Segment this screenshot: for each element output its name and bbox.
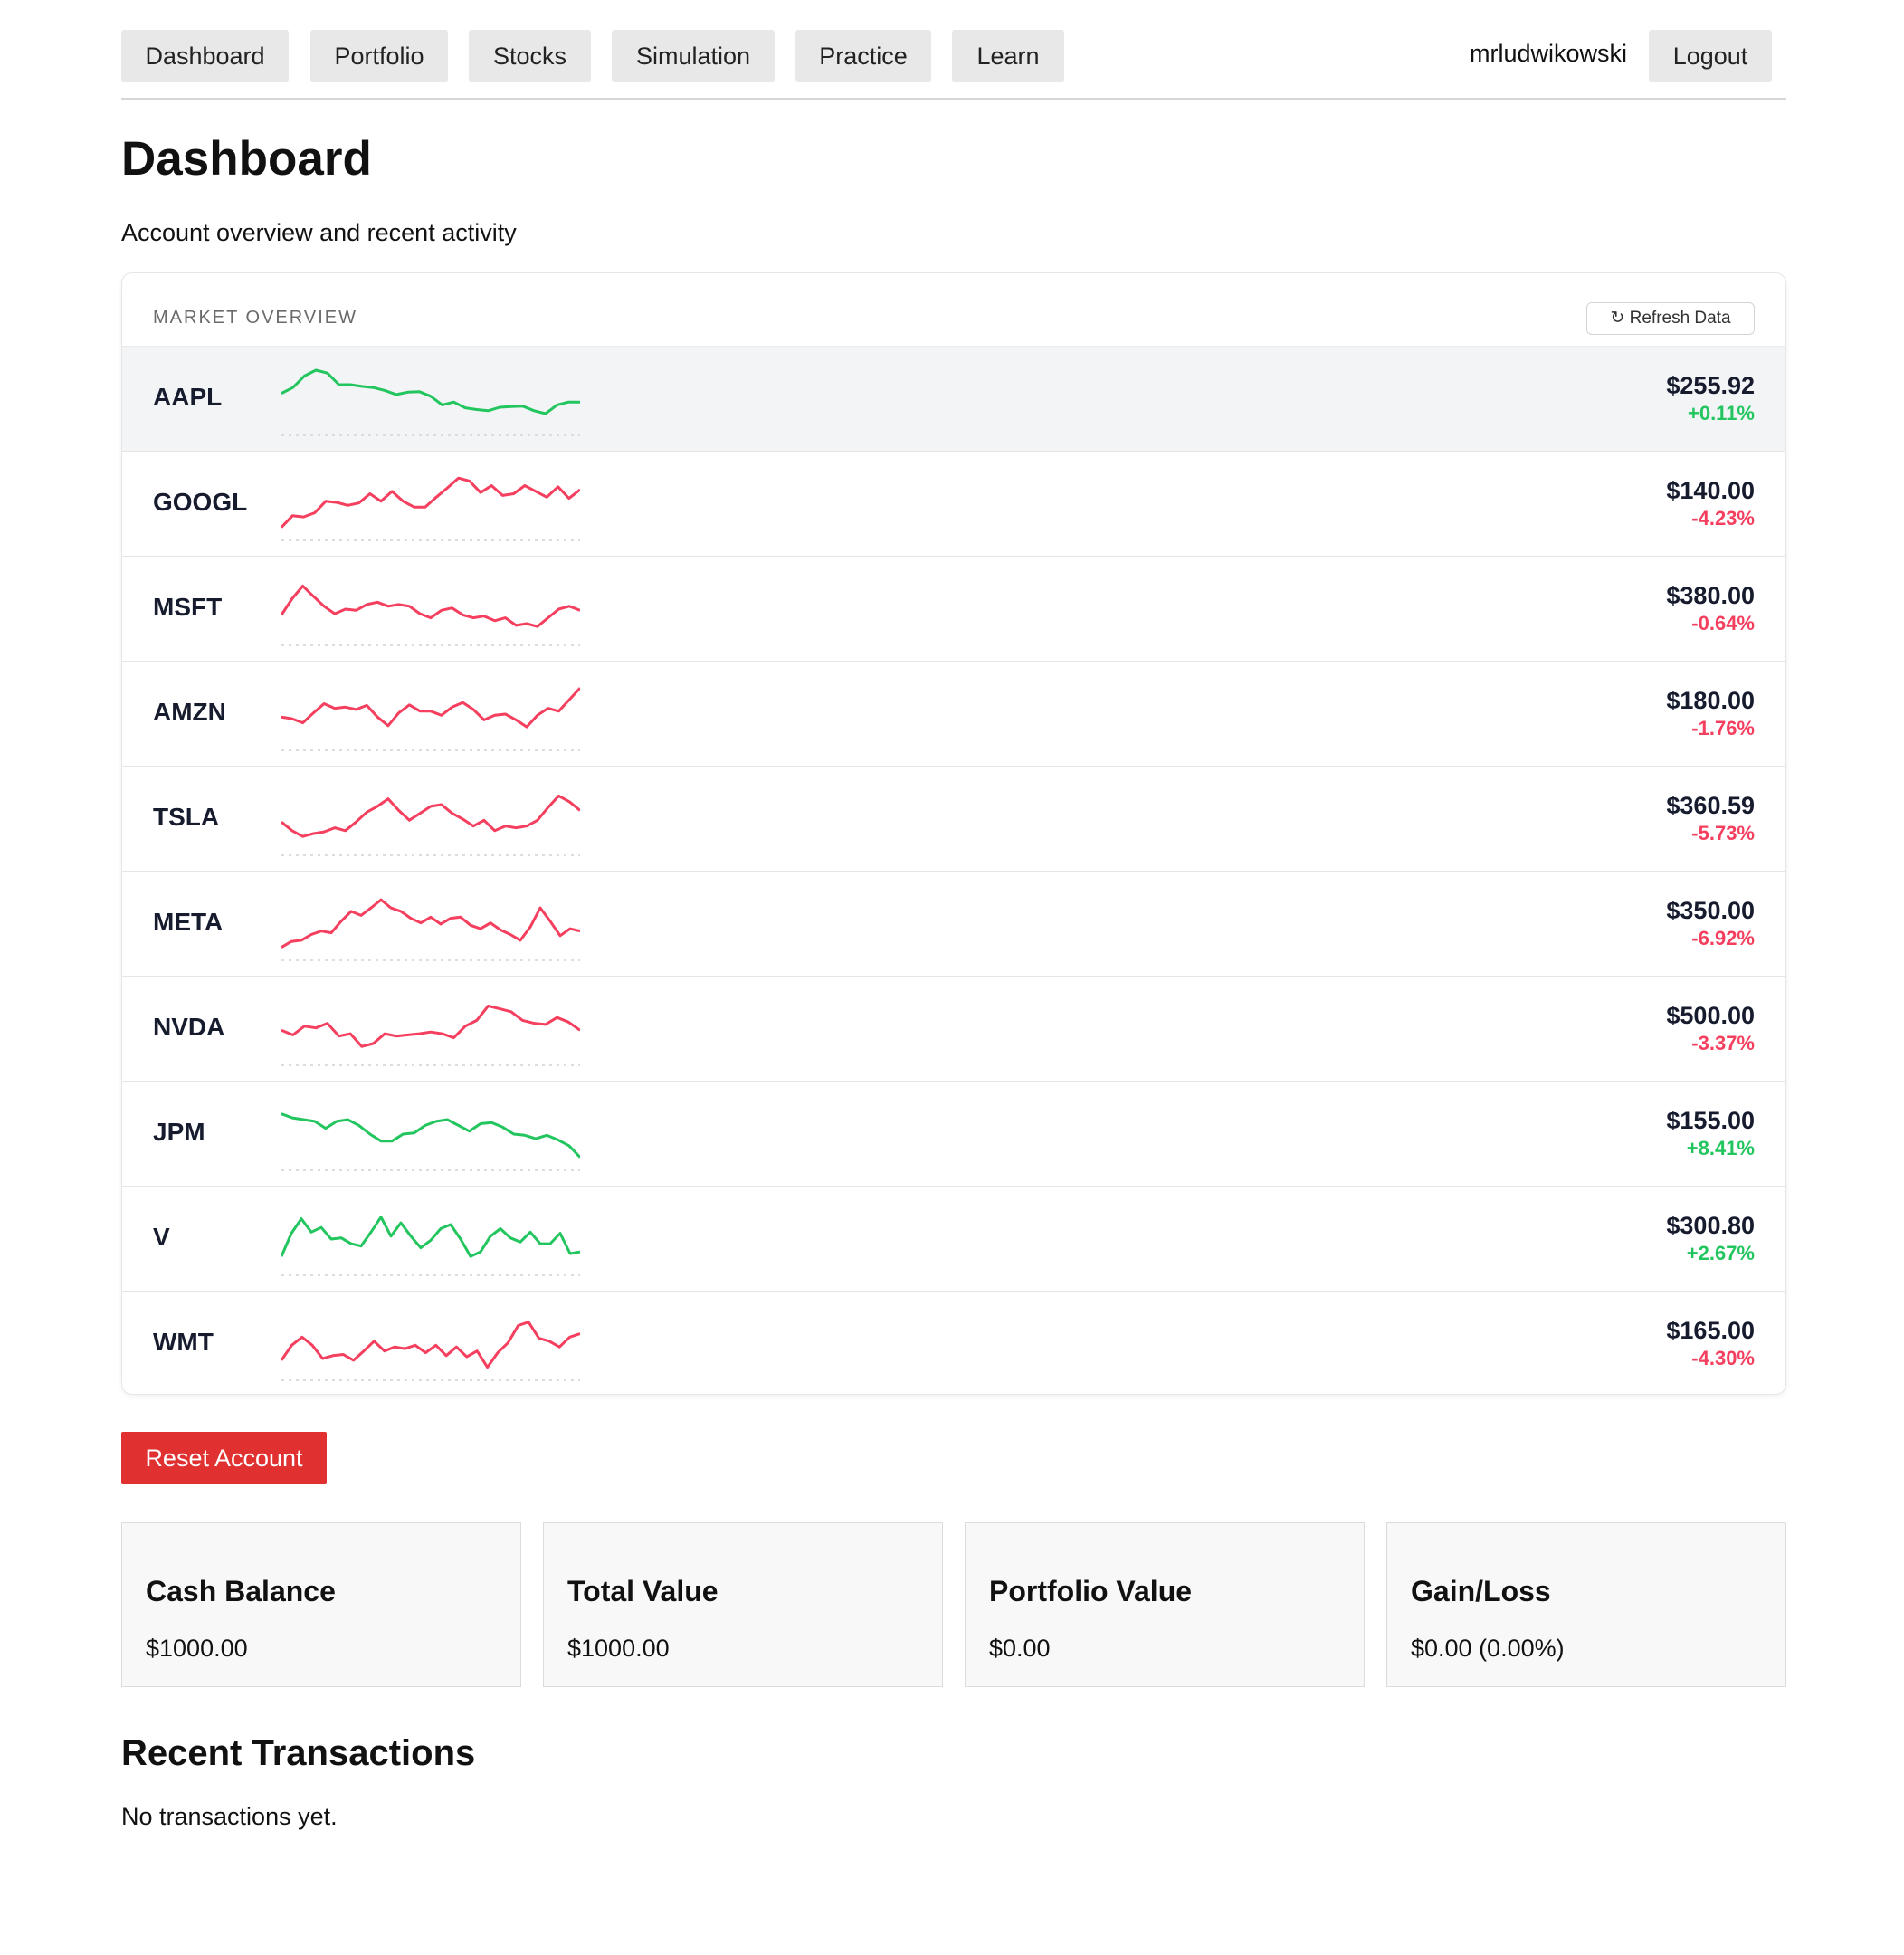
stock-symbol: GOOGL <box>153 488 248 516</box>
stock-row-googl[interactable]: GOOGL $140.00 -4.23% <box>122 452 1785 557</box>
nav-stocks-button[interactable]: Stocks <box>469 30 591 82</box>
stock-change: -6.92% <box>1691 927 1755 949</box>
nav-learn-button[interactable]: Learn <box>952 30 1064 82</box>
sparkline-chart <box>281 1004 580 1066</box>
page-subtitle: Account overview and recent activity <box>121 219 517 246</box>
stock-change: +2.67% <box>1686 1242 1755 1264</box>
sparkline-chart <box>281 476 580 541</box>
stock-price: $300.80 <box>1666 1212 1755 1239</box>
stock-symbol: TSLA <box>153 803 220 831</box>
stock-change: -3.37% <box>1691 1032 1755 1054</box>
stock-price: $140.00 <box>1666 477 1755 504</box>
card-title: Cash Balance <box>146 1575 336 1607</box>
sparkline-line <box>281 1216 580 1258</box>
stock-row-nvda[interactable]: NVDA $500.00 -3.37% <box>122 977 1785 1082</box>
gain-loss-card: Gain/Loss $0.00 (0.00%) <box>1386 1522 1786 1687</box>
stock-change: +0.11% <box>1687 402 1755 424</box>
stock-row-meta[interactable]: META $350.00 -6.92% <box>122 872 1785 977</box>
nav-dashboard-button[interactable]: Dashboard <box>121 30 289 82</box>
nav-simulation-button[interactable]: Simulation <box>612 30 775 82</box>
no-transactions-text: No transactions yet. <box>121 1803 338 1830</box>
sparkline-line <box>281 476 580 529</box>
sparkline-chart <box>281 1112 580 1171</box>
stock-row-aapl[interactable]: AAPL $255.92 +0.11% <box>122 347 1785 452</box>
stock-price: $500.00 <box>1666 1002 1755 1029</box>
recent-transactions-title: Recent Transactions <box>121 1733 476 1773</box>
stock-symbol: NVDA <box>153 1013 225 1041</box>
stock-row-wmt[interactable]: WMT $165.00 -4.30% <box>122 1292 1785 1394</box>
sparkline-line <box>281 1321 580 1369</box>
stock-price: $165.00 <box>1666 1317 1755 1344</box>
sparkline-chart <box>281 368 580 436</box>
card-value: $0.00 (0.00%) <box>1411 1635 1565 1662</box>
market-overview-header: MARKET OVERVIEW ↻ Refresh Data <box>122 273 1785 347</box>
sparkline-line <box>281 1004 580 1048</box>
stock-symbol: MSFT <box>153 593 223 621</box>
sparkline-line <box>281 1112 580 1159</box>
page: Dashboard Portfolio Stocks Simulation Pr… <box>121 0 1786 1830</box>
stock-change: +8.41% <box>1686 1137 1755 1159</box>
stock-row-v[interactable]: V $300.80 +2.67% <box>122 1187 1785 1292</box>
stock-price: $180.00 <box>1666 687 1755 714</box>
stock-symbol: WMT <box>153 1328 214 1356</box>
stock-change: -4.23% <box>1691 507 1755 529</box>
market-overview-card: MARKET OVERVIEW ↻ Refresh Data AAPL $255.… <box>121 272 1786 1395</box>
total-value-card: Total Value $1000.00 <box>543 1522 943 1687</box>
sparkline-chart <box>281 687 580 751</box>
page-title: Dashboard <box>121 132 372 186</box>
stock-change: -1.76% <box>1691 717 1755 739</box>
nav-practice-button[interactable]: Practice <box>795 30 931 82</box>
card-value: $1000.00 <box>146 1635 248 1662</box>
sparkline-chart <box>281 584 580 646</box>
stock-list: AAPL $255.92 +0.11% GOOGL $140.00 -4.23% MSFT $… <box>122 347 1785 1394</box>
stock-row-jpm[interactable]: JPM $155.00 +8.41% <box>122 1082 1785 1187</box>
top-nav: Dashboard Portfolio Stocks Simulation Pr… <box>121 0 1786 100</box>
stock-symbol: AMZN <box>153 698 226 726</box>
card-value: $1000.00 <box>567 1635 670 1662</box>
card-title: Gain/Loss <box>1411 1575 1551 1607</box>
stock-price: $155.00 <box>1666 1107 1755 1134</box>
stock-symbol: V <box>153 1223 170 1251</box>
stock-symbol: META <box>153 908 224 936</box>
nav-portfolio-button[interactable]: Portfolio <box>310 30 448 82</box>
sparkline-chart <box>281 1216 580 1276</box>
reset-account-button[interactable]: Reset Account <box>121 1432 327 1484</box>
portfolio-value-card: Portfolio Value $0.00 <box>965 1522 1365 1687</box>
sparkline-chart <box>281 898 580 961</box>
stock-row-amzn[interactable]: AMZN $180.00 -1.76% <box>122 662 1785 767</box>
stock-row-tsla[interactable]: TSLA $360.59 -5.73% <box>122 767 1785 872</box>
sparkline-line <box>281 584 580 628</box>
sparkline-line <box>281 368 580 415</box>
stock-price: $350.00 <box>1666 897 1755 924</box>
stock-change: -5.73% <box>1691 822 1755 844</box>
card-title: Portfolio Value <box>989 1575 1193 1607</box>
sparkline-line <box>281 898 580 949</box>
stock-symbol: AAPL <box>153 383 223 411</box>
market-overview-label: MARKET OVERVIEW <box>153 308 357 328</box>
sparkline-chart <box>281 1321 580 1381</box>
cash-balance-card: Cash Balance $1000.00 <box>121 1522 521 1687</box>
stock-price: $380.00 <box>1666 582 1755 609</box>
stock-symbol: JPM <box>153 1118 205 1146</box>
stock-price: $255.92 <box>1666 372 1755 399</box>
stock-change: -0.64% <box>1691 612 1755 634</box>
summary-cards: Cash Balance $1000.00 Total Value $1000.… <box>121 1522 1786 1687</box>
username: mrludwikowski <box>1469 40 1627 67</box>
stock-row-msft[interactable]: MSFT $380.00 -0.64% <box>122 557 1785 662</box>
card-title: Total Value <box>567 1575 719 1607</box>
card-value: $0.00 <box>989 1635 1051 1662</box>
stock-change: -4.30% <box>1691 1347 1755 1369</box>
logout-button[interactable]: Logout <box>1649 30 1772 82</box>
sparkline-line <box>281 687 580 729</box>
stock-price: $360.59 <box>1666 792 1755 819</box>
sparkline-chart <box>281 794 580 856</box>
sparkline-line <box>281 794 580 838</box>
refresh-data-button[interactable]: ↻ Refresh Data <box>1586 302 1755 335</box>
